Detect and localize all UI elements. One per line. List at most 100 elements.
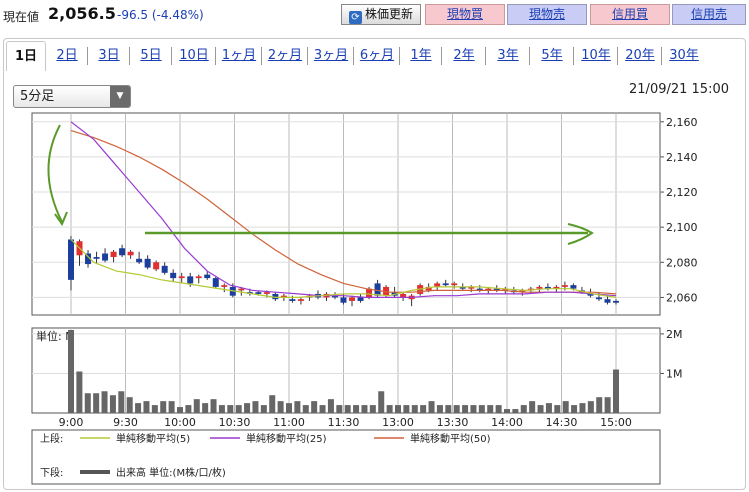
- tab-period-14[interactable]: 20年: [625, 48, 655, 63]
- tab-period-8[interactable]: 6ヶ月: [359, 48, 395, 63]
- legend-item-label: 単純移動平均(50): [410, 432, 491, 445]
- candle-body: [68, 239, 74, 280]
- tab-separator: [87, 47, 88, 65]
- tab-period-12[interactable]: 5年: [541, 48, 563, 63]
- x-tick-label: 14:30: [546, 416, 578, 429]
- volume-bar: [327, 399, 334, 413]
- tab-period-6[interactable]: 2ヶ月: [267, 48, 303, 63]
- volume-bar: [294, 401, 301, 413]
- candle-body: [595, 297, 602, 300]
- price-tick-label: 2,120: [666, 186, 698, 199]
- cash-buy-button[interactable]: 現物買: [425, 4, 505, 25]
- ma50-line: [70, 130, 617, 295]
- candle-body: [170, 272, 177, 279]
- volume-bar: [361, 405, 368, 413]
- cash-sell-button[interactable]: 現物売: [507, 4, 587, 25]
- price-plot-frame: [31, 112, 661, 316]
- legend-item-label: 単純移動平均(25): [246, 432, 327, 445]
- tab-separator: [129, 47, 130, 65]
- tab-period-5[interactable]: 1ヶ月: [221, 48, 257, 63]
- interval-select-value: 5分足: [20, 89, 55, 104]
- candle-body: [119, 248, 126, 256]
- candle-body: [425, 286, 432, 291]
- volume-bar: [470, 405, 477, 413]
- tab-period-15[interactable]: 30年: [669, 48, 699, 63]
- candle-body: [127, 251, 134, 256]
- volume-tick-label: 2M: [666, 328, 683, 341]
- candle-body: [204, 274, 211, 279]
- candle-body: [374, 283, 381, 296]
- tab-period-3[interactable]: 5日: [140, 48, 162, 63]
- volume-bar: [336, 405, 343, 413]
- tab-period-4[interactable]: 10日: [179, 48, 209, 63]
- candle-body: [93, 257, 100, 259]
- candle-body: [144, 258, 151, 268]
- volume-bar: [151, 405, 158, 413]
- candle-body: [110, 251, 117, 258]
- tab-separator: [661, 47, 662, 65]
- refresh-price-button[interactable]: ⟳ 株価更新: [341, 4, 421, 25]
- volume-tick-label: 1M: [666, 367, 683, 380]
- volume-bar: [545, 403, 552, 413]
- volume-bar: [445, 405, 452, 413]
- volume-bar: [344, 405, 351, 413]
- tab-separator: [353, 47, 354, 65]
- tab-period-13[interactable]: 10年: [581, 48, 611, 63]
- price-change: -96.5 (-4.48%): [117, 8, 204, 22]
- candle-body: [102, 253, 109, 261]
- candle-body: [519, 290, 526, 293]
- legend-box: [31, 429, 661, 485]
- candle-body: [553, 286, 560, 289]
- candle-body: [442, 283, 449, 286]
- volume-bar: [596, 397, 603, 413]
- candle-body: [238, 288, 245, 291]
- volume-bar: [260, 405, 267, 413]
- tab-period-2[interactable]: 3日: [98, 48, 120, 63]
- volume-bar: [604, 397, 611, 413]
- tab-separator: [399, 47, 400, 65]
- volume-bar: [185, 405, 192, 413]
- volume-bar: [529, 401, 536, 413]
- tab-period-0[interactable]: 1日: [6, 41, 46, 71]
- tab-period-11[interactable]: 3年: [497, 48, 519, 63]
- margin-sell-button[interactable]: 信用売: [672, 4, 746, 25]
- volume-unit-label: 単位: M: [36, 329, 75, 343]
- tab-period-9[interactable]: 1年: [410, 48, 432, 63]
- volume-bar: [218, 405, 225, 413]
- tab-period-7[interactable]: 3ヶ月: [313, 48, 349, 63]
- candle-body: [459, 286, 466, 289]
- volume-bar: [436, 405, 443, 413]
- price-tick-label: 2,160: [666, 116, 698, 129]
- annotation-level-arrowhead: [567, 223, 594, 245]
- tab-period-10[interactable]: 2年: [453, 48, 475, 63]
- margin-buy-button[interactable]: 信用買: [590, 4, 670, 25]
- candle-body: [493, 288, 500, 291]
- volume-bar: [428, 401, 435, 413]
- tab-separator: [171, 47, 172, 65]
- volume-bar: [504, 409, 510, 413]
- x-tick-label: 11:30: [328, 416, 360, 429]
- volume-bar: [277, 401, 284, 413]
- x-tick-label: 10:30: [219, 416, 251, 429]
- candle-body: [544, 286, 551, 289]
- candle-body: [153, 262, 160, 270]
- tab-period-1[interactable]: 2日: [56, 48, 78, 63]
- volume-bar: [244, 403, 251, 413]
- volume-bar: [177, 407, 183, 413]
- candle-body: [136, 258, 143, 263]
- price-tick-label: 2,080: [666, 256, 698, 269]
- volume-bar: [520, 405, 527, 413]
- candle-body: [502, 288, 509, 291]
- volume-bar: [168, 401, 175, 413]
- volume-bar: [613, 369, 619, 413]
- tab-separator: [573, 47, 574, 65]
- interval-select[interactable]: 5分足 ▼: [13, 85, 131, 108]
- volume-bar: [512, 409, 519, 413]
- volume-bar: [286, 403, 292, 413]
- candle-body: [604, 299, 611, 303]
- ma5-line: [70, 239, 617, 298]
- volume-bar: [487, 405, 494, 413]
- candle-body: [161, 265, 168, 273]
- volume-bar: [386, 405, 393, 413]
